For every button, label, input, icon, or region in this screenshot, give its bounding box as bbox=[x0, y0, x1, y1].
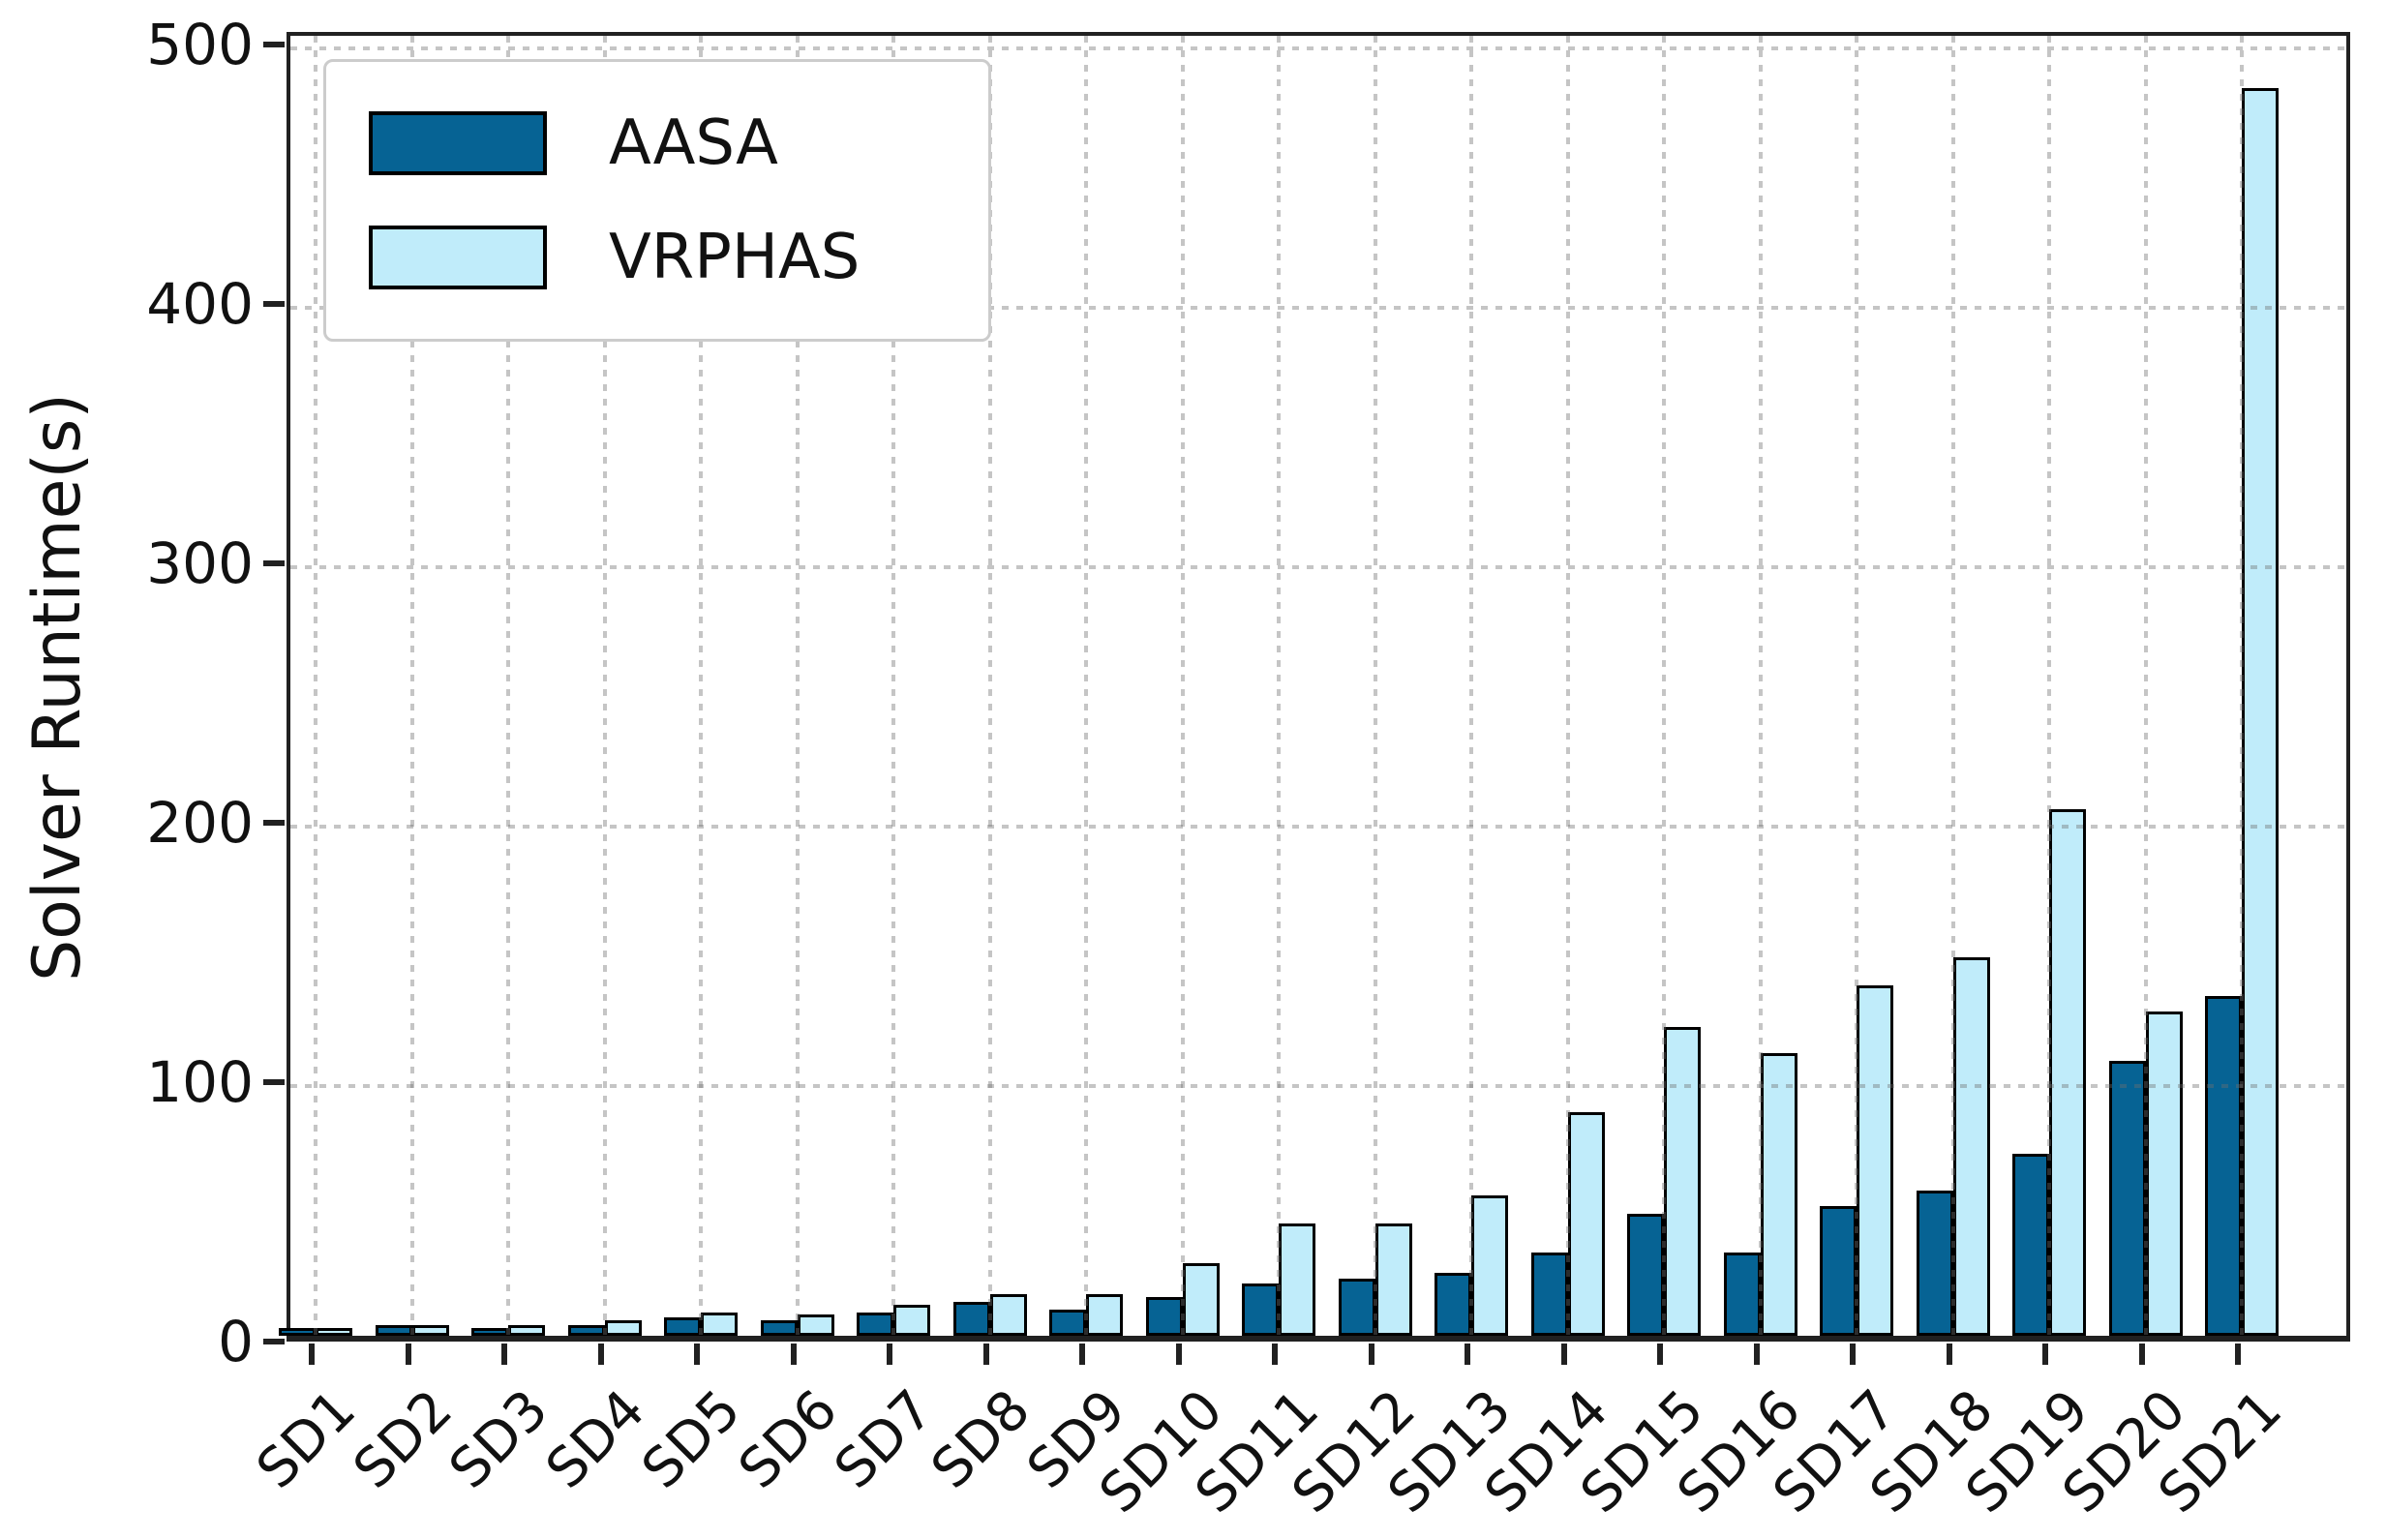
bar-aasa-SD2 bbox=[375, 1324, 412, 1336]
y-tick-label-400: 400 bbox=[146, 271, 254, 338]
y-tick-mark-400 bbox=[263, 301, 285, 308]
horizontal-gridline-500 bbox=[290, 46, 2346, 51]
x-tick-mark-SD20 bbox=[2138, 1344, 2145, 1365]
x-tick-mark-SD5 bbox=[694, 1344, 700, 1365]
vertical-gridline-SD11 bbox=[1277, 36, 1281, 1336]
bar-vrphas-SD16 bbox=[1760, 1052, 1797, 1336]
bar-aasa-SD21 bbox=[2205, 995, 2242, 1336]
x-tick-mark-SD12 bbox=[1368, 1344, 1374, 1365]
plot-area: AASA VRPHAS bbox=[279, 32, 2350, 1342]
x-tick-mark-SD18 bbox=[1946, 1344, 1952, 1365]
bar-vrphas-SD7 bbox=[893, 1304, 930, 1336]
x-tick-mark-SD19 bbox=[2042, 1344, 2048, 1365]
legend: AASA VRPHAS bbox=[323, 59, 991, 342]
bar-aasa-SD7 bbox=[857, 1312, 893, 1336]
y-tick-label-0: 0 bbox=[218, 1309, 254, 1374]
x-tick-mark-SD9 bbox=[1079, 1344, 1085, 1365]
bar-aasa-SD1 bbox=[279, 1327, 316, 1336]
bar-aasa-SD19 bbox=[2012, 1154, 2049, 1336]
bar-vrphas-SD11 bbox=[1279, 1223, 1315, 1336]
legend-swatch-vrphas bbox=[369, 226, 547, 289]
x-tick-mark-SD21 bbox=[2235, 1344, 2241, 1365]
vertical-gridline-SD9 bbox=[1084, 36, 1088, 1336]
x-tick-mark-SD10 bbox=[1175, 1344, 1182, 1365]
horizontal-gridline-300 bbox=[290, 565, 2346, 570]
bar-vrphas-SD21 bbox=[2242, 87, 2279, 1336]
vertical-gridline-SD12 bbox=[1373, 36, 1377, 1336]
x-tick-mark-SD4 bbox=[597, 1344, 604, 1365]
bar-aasa-SD17 bbox=[1820, 1205, 1857, 1336]
x-tick-mark-SD2 bbox=[405, 1344, 411, 1365]
bar-vrphas-SD15 bbox=[1664, 1026, 1701, 1336]
bar-vrphas-SD4 bbox=[604, 1319, 642, 1336]
y-tick-mark-500 bbox=[263, 42, 285, 48]
bar-aasa-SD13 bbox=[1435, 1273, 1471, 1336]
bar-vrphas-SD1 bbox=[316, 1327, 352, 1336]
bar-vrphas-SD17 bbox=[1857, 985, 1893, 1336]
vertical-gridline-SD10 bbox=[1180, 36, 1185, 1336]
bar-aasa-SD5 bbox=[664, 1316, 701, 1336]
y-tick-label-500: 500 bbox=[146, 12, 254, 78]
x-tick-mark-SD11 bbox=[1272, 1344, 1278, 1365]
horizontal-gridline-100 bbox=[290, 1084, 2346, 1089]
bar-vrphas-SD18 bbox=[1952, 956, 1990, 1336]
x-tick-mark-SD8 bbox=[982, 1344, 989, 1365]
x-tick-mark-SD17 bbox=[1850, 1344, 1856, 1365]
x-tick-mark-SD7 bbox=[887, 1344, 892, 1365]
bar-vrphas-SD13 bbox=[1471, 1195, 1508, 1336]
bar-aasa-SD4 bbox=[567, 1324, 605, 1336]
legend-row-vrphas: VRPHAS bbox=[369, 225, 988, 290]
bar-vrphas-SD12 bbox=[1374, 1223, 1412, 1336]
legend-row-aasa: AASA bbox=[369, 110, 988, 176]
legend-swatch-aasa bbox=[369, 111, 547, 175]
x-tick-mark-SD15 bbox=[1657, 1344, 1663, 1365]
bar-vrphas-SD6 bbox=[797, 1314, 834, 1336]
bar-vrphas-SD20 bbox=[2145, 1011, 2183, 1336]
bar-vrphas-SD19 bbox=[2049, 808, 2086, 1336]
vertical-gridline-SD1 bbox=[314, 36, 317, 1336]
bar-aasa-SD16 bbox=[1723, 1252, 1761, 1336]
x-tick-mark-SD16 bbox=[1753, 1344, 1760, 1365]
x-tick-mark-SD3 bbox=[501, 1344, 507, 1365]
bar-aasa-SD14 bbox=[1530, 1252, 1568, 1336]
y-tick-label-100: 100 bbox=[146, 1049, 254, 1116]
horizontal-gridline-200 bbox=[290, 825, 2346, 830]
y-tick-label-300: 300 bbox=[146, 530, 254, 597]
bar-vrphas-SD14 bbox=[1567, 1112, 1605, 1336]
bar-aasa-SD10 bbox=[1145, 1296, 1183, 1336]
bar-aasa-SD6 bbox=[760, 1319, 798, 1336]
legend-label-aasa: AASA bbox=[609, 107, 778, 179]
y-axis-label: Solver Runtime(s) bbox=[19, 392, 96, 981]
bar-aasa-SD12 bbox=[1338, 1278, 1375, 1336]
bar-aasa-SD8 bbox=[952, 1301, 990, 1336]
bar-vrphas-SD3 bbox=[508, 1324, 545, 1336]
bar-vrphas-SD2 bbox=[411, 1324, 449, 1336]
y-tick-mark-0 bbox=[263, 1339, 285, 1344]
bar-aasa-SD11 bbox=[1242, 1283, 1279, 1336]
bar-vrphas-SD9 bbox=[1086, 1293, 1123, 1336]
y-tick-mark-100 bbox=[263, 1079, 285, 1086]
y-tick-label-200: 200 bbox=[146, 790, 254, 857]
bar-vrphas-SD5 bbox=[701, 1312, 738, 1336]
x-tick-mark-SD1 bbox=[309, 1344, 315, 1365]
bar-aasa-SD20 bbox=[2108, 1060, 2146, 1336]
y-tick-mark-200 bbox=[263, 820, 285, 827]
x-tick-mark-SD6 bbox=[790, 1344, 797, 1365]
bar-vrphas-SD10 bbox=[1182, 1262, 1220, 1336]
bar-aasa-SD3 bbox=[471, 1327, 508, 1336]
bar-aasa-SD18 bbox=[1916, 1190, 1953, 1336]
bar-aasa-SD15 bbox=[1627, 1213, 1664, 1336]
y-tick-mark-300 bbox=[263, 560, 285, 567]
legend-label-vrphas: VRPHAS bbox=[609, 222, 861, 293]
x-tick-mark-SD14 bbox=[1560, 1344, 1567, 1365]
bar-vrphas-SD8 bbox=[989, 1293, 1027, 1336]
x-tick-mark-SD13 bbox=[1465, 1344, 1470, 1365]
vertical-gridline-SD13 bbox=[1469, 36, 1473, 1336]
bar-aasa-SD9 bbox=[1049, 1309, 1086, 1336]
